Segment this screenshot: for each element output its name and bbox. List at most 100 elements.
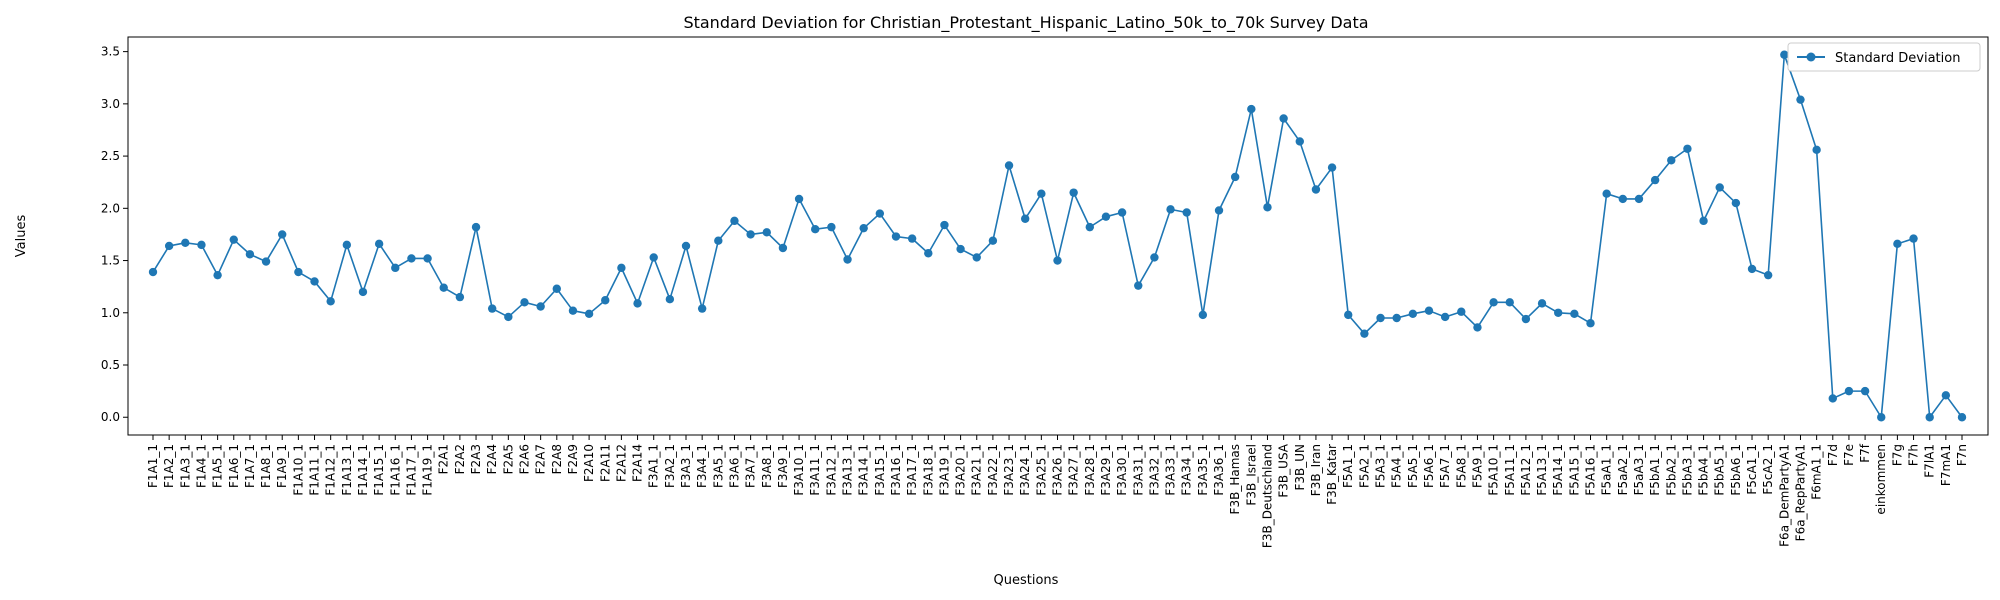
data-point — [1440, 312, 1450, 322]
x-tick-label: F1A17_1 — [404, 444, 418, 496]
data-point — [891, 232, 901, 241]
data-point — [1877, 413, 1886, 422]
x-tick-label: F3A36_1 — [1212, 444, 1226, 496]
data-point — [1570, 309, 1579, 319]
data-point — [213, 270, 222, 280]
y-axis: 0.0 0.5 1.0 1.5 2.0 2.5 3.0 3.5 — [101, 45, 128, 424]
y-tick-label: 2.5 — [101, 149, 120, 163]
data-point — [617, 263, 626, 273]
x-tick-label: F5bA1_1 — [1648, 444, 1662, 496]
data-point — [407, 254, 416, 263]
x-tick-label: F3A30_1 — [1115, 444, 1129, 496]
data-point — [746, 230, 755, 239]
data-point — [423, 254, 432, 263]
x-tick-label: F3A2_1 — [663, 444, 677, 488]
x-tick-label: F5bA6_1 — [1729, 444, 1743, 496]
data-point — [1715, 183, 1724, 192]
data-point — [940, 220, 949, 230]
x-tick-label: F3A19_1 — [937, 444, 951, 496]
data-point — [1505, 298, 1514, 307]
x-tick-label: F5cA2_1 — [1761, 444, 1775, 495]
data-point — [1537, 299, 1547, 308]
data-point — [794, 194, 804, 204]
data-point — [1117, 208, 1127, 217]
data-point — [1069, 188, 1078, 197]
x-tick-label: F5cA1_1 — [1745, 444, 1759, 495]
data-point — [1893, 239, 1902, 249]
data-point — [261, 257, 271, 266]
data-point — [1521, 314, 1531, 324]
data-point — [1957, 413, 1967, 422]
x-tick-label: F3A33_1 — [1164, 444, 1178, 496]
series-line — [152, 53, 1963, 419]
data-point — [148, 267, 158, 277]
data-point — [358, 287, 368, 297]
data-point — [584, 309, 594, 319]
x-tick-label: F1A4_1 — [194, 444, 208, 488]
x-tick-label: F3B_Hamas — [1228, 444, 1242, 514]
data-point — [310, 277, 319, 286]
x-tick-label: F2A14 — [631, 444, 645, 482]
data-point — [197, 240, 206, 250]
x-tick-label: F3B_Iran — [1309, 444, 1323, 496]
data-point — [1457, 307, 1466, 316]
x-tick-label: F5A12_1 — [1519, 444, 1533, 496]
x-tick-label: F2A1 — [437, 444, 451, 474]
data-point — [1731, 198, 1741, 208]
data-point — [811, 225, 820, 234]
x-tick-label: F5bA3_1 — [1680, 444, 1694, 496]
x-tick-label: F1A1_1 — [146, 444, 160, 488]
data-point — [342, 240, 352, 250]
data-point — [601, 296, 610, 305]
data-point — [875, 209, 885, 218]
data-point — [1037, 189, 1046, 198]
x-tick-label: F3A25_1 — [1034, 444, 1048, 496]
x-tick-label: F5A13_1 — [1535, 444, 1549, 496]
x-tick-label: F5bA2_1 — [1664, 444, 1678, 496]
data-point — [1182, 208, 1191, 217]
data-point — [1295, 137, 1304, 146]
data-point — [245, 250, 255, 259]
data-point — [1085, 222, 1095, 232]
x-tick-label: F7e — [1842, 444, 1856, 466]
x-tick-label: F3A8_1 — [760, 444, 774, 488]
x-tick-label: F1A6_1 — [227, 444, 241, 488]
x-tick-label: F5A8_1 — [1454, 444, 1468, 488]
x-tick-label: F3A31_1 — [1131, 444, 1145, 496]
data-point — [1004, 161, 1014, 170]
data-point — [1909, 234, 1918, 243]
x-tick-label: F2A6 — [517, 444, 531, 474]
y-tick-label: 2.0 — [101, 201, 120, 215]
data-point — [1166, 205, 1175, 214]
x-tick-label: F2A12 — [614, 444, 628, 482]
x-tick-label: F5A2_1 — [1357, 444, 1371, 488]
data-point — [730, 216, 739, 226]
data-point — [487, 304, 497, 313]
data-point — [1408, 309, 1418, 319]
data-point — [1020, 214, 1030, 223]
x-tick-label: F3A10_1 — [792, 444, 806, 496]
x-tick-label: F5bA5_1 — [1713, 444, 1727, 496]
x-tick-label: F3A28_1 — [1083, 444, 1097, 496]
x-tick-label: F5A14_1 — [1551, 444, 1565, 496]
data-point — [391, 263, 400, 273]
data-point — [504, 312, 513, 322]
x-tick-label: F2A4 — [485, 444, 499, 474]
legend-label: Standard Deviation — [1835, 51, 1960, 66]
y-tick-label: 3.5 — [101, 45, 120, 59]
x-tick-label: F3A29_1 — [1099, 444, 1113, 496]
x-tick-label: F3A35_1 — [1196, 444, 1210, 496]
data-point — [1263, 203, 1272, 212]
data-point — [1602, 189, 1611, 198]
data-point — [1150, 253, 1159, 262]
chart-title: Standard Deviation for Christian_Protest… — [683, 13, 1368, 33]
data-point — [1230, 172, 1240, 182]
x-tick-label: F7mA1 — [1939, 444, 1953, 486]
x-tick-label: F3A12_1 — [824, 444, 838, 496]
data-point — [1812, 145, 1821, 155]
x-tick-label: F5A11_1 — [1503, 444, 1517, 496]
x-tick-label: F3A26_1 — [1051, 444, 1065, 496]
data-point — [988, 236, 998, 245]
x-tick-label: F3A1_1 — [647, 444, 661, 488]
